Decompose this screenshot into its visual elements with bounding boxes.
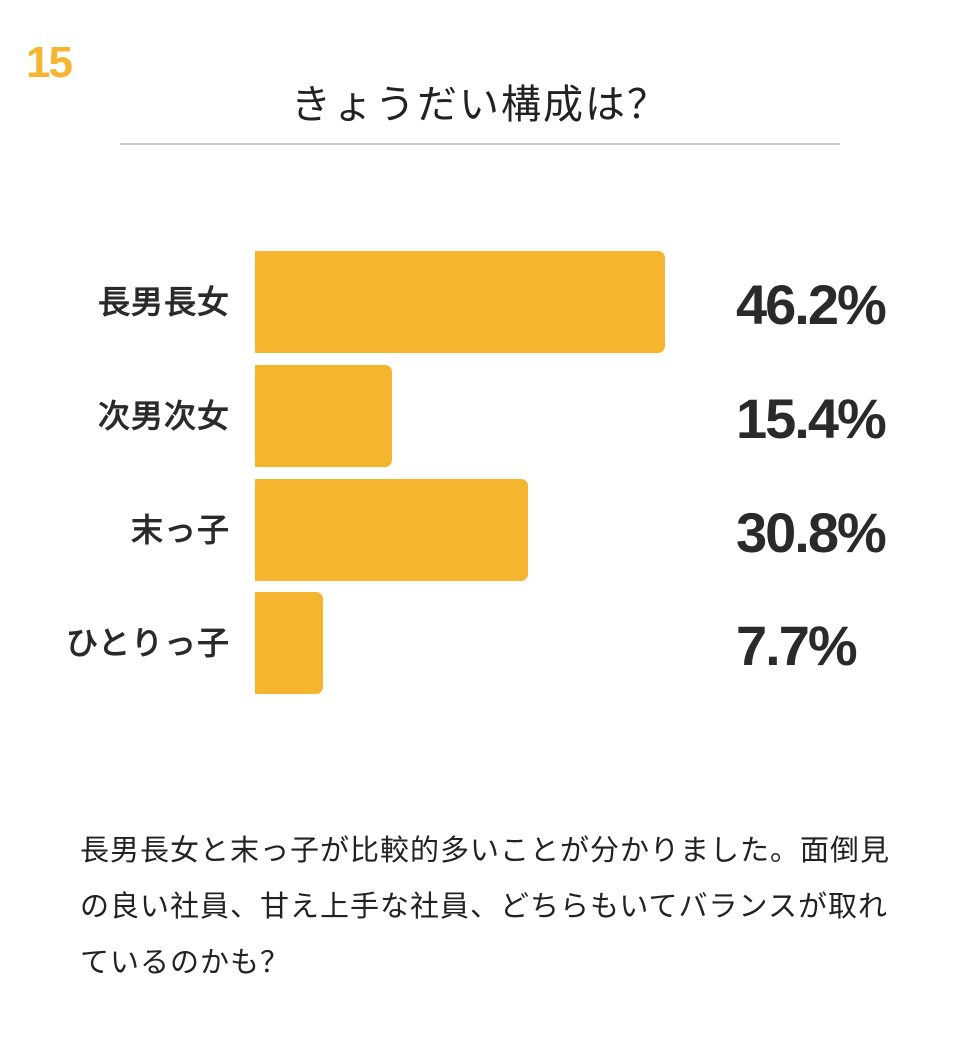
chart-title: きょうだい構成は？ xyxy=(291,82,669,128)
bar xyxy=(255,251,665,353)
value-label: 30.8% xyxy=(736,501,887,564)
bar xyxy=(255,365,392,467)
category-label: 末っ子 xyxy=(130,511,230,549)
value-label: 46.2% xyxy=(736,273,887,336)
value-label: 15.4% xyxy=(736,387,887,450)
chart-row: 末っ子 30.8% xyxy=(0,479,960,581)
question-number: 15 xyxy=(26,38,73,87)
bar xyxy=(255,592,323,694)
chart-row: 長男長女 46.2% xyxy=(0,251,960,353)
chart-row: 次男次女 15.4% xyxy=(0,365,960,467)
category-label: 長男長女 xyxy=(97,283,230,321)
category-label: 次男次女 xyxy=(97,397,230,435)
title-divider xyxy=(120,143,840,145)
value-label: 7.7% xyxy=(736,614,858,677)
chart-row: ひとりっ子 7.7% xyxy=(0,592,960,694)
description-text: 長男長女と末っ子が比較的多いことが分かりました。面倒見の良い社員、甘え上手な社員… xyxy=(80,833,891,979)
category-label: ひとりっ子 xyxy=(65,624,230,662)
bar xyxy=(255,479,528,581)
